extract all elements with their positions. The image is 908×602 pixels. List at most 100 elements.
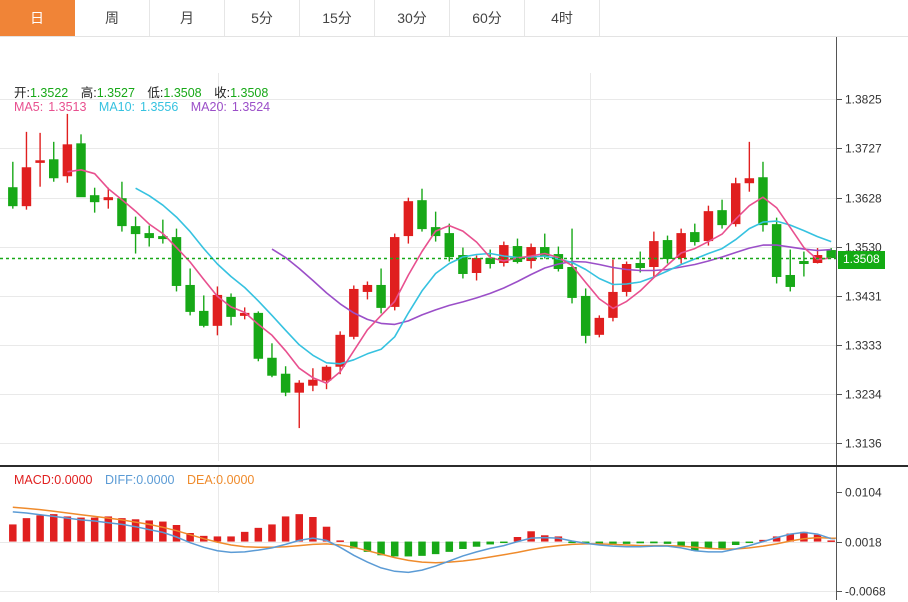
timeframe-tab-2[interactable]: 月	[150, 0, 225, 36]
candle-body	[567, 267, 577, 298]
macd-legend: MACD:0.0000 DIFF:0.0000 DEA:0.0000	[14, 473, 263, 487]
low-value: 1.3508	[163, 86, 202, 100]
macd-bar	[786, 533, 795, 542]
candle-body	[49, 159, 59, 179]
macd-bar	[704, 541, 713, 549]
macd-bar	[159, 521, 167, 542]
candle-body	[744, 178, 755, 184]
macd-bar	[254, 527, 263, 542]
macd-bar	[568, 541, 576, 544]
macd-bar	[404, 541, 413, 557]
candle-body	[512, 246, 523, 263]
macd-bar	[240, 531, 249, 542]
timeframe-tab-4[interactable]: 15分	[300, 0, 375, 36]
macd-bar	[172, 525, 181, 542]
ma-legend: MA5: 1.3513 MA10: 1.3556 MA20: 1.3524	[14, 100, 279, 114]
chart-shell: 1.3825 1.3727 1.3628 1.3530 1.3431 1.3333 1.32…	[0, 37, 908, 600]
macd-bar	[554, 536, 563, 542]
candle-body	[499, 245, 509, 264]
price-chart-panel[interactable]: 1.3825 1.3727 1.3628 1.3530 1.3431 1.3333 1.32…	[0, 37, 908, 465]
tab-bar-filler	[600, 0, 908, 36]
macd-tick-label-0: 0.0104	[845, 486, 882, 500]
macd-bar	[131, 519, 140, 542]
candle-body	[703, 211, 714, 242]
macd-bar	[472, 541, 481, 547]
candle-body	[103, 197, 114, 201]
macd-bar	[268, 524, 276, 542]
macd-bar	[213, 536, 222, 542]
candle-body	[403, 201, 414, 237]
candle-body	[785, 274, 795, 287]
high-label: 高:	[80, 86, 97, 100]
macd-bar	[541, 535, 549, 542]
candle-body	[458, 255, 468, 274]
timeframe-tab-5[interactable]: 30分	[375, 0, 450, 36]
candle-body	[690, 232, 700, 243]
timeframe-tab-3[interactable]: 5分	[225, 0, 300, 36]
macd-bar	[595, 541, 604, 544]
timeframe-tab-bar[interactable]: 日周月 5分 15分 30分 60分 4时	[0, 0, 908, 37]
macd-bar	[377, 541, 385, 556]
candle-body	[389, 237, 400, 307]
candle-body	[580, 295, 591, 336]
macd-bar	[227, 536, 235, 542]
macd-bar	[827, 540, 835, 542]
macd-bar	[527, 531, 535, 542]
price-chart-svg[interactable]: 1.38251.37271.36281.35301.34311.33331.32…	[0, 37, 908, 465]
candle-body	[280, 373, 291, 393]
macd-label: MACD:	[14, 473, 55, 487]
macd-bar	[322, 526, 331, 542]
macd-histogram	[9, 514, 835, 557]
candle-body	[553, 254, 564, 270]
price-tick-label-2: 1.3628	[845, 192, 882, 206]
macd-chart-panel[interactable]: 0.0104 0.0018 -0.0068	[0, 465, 908, 602]
macd-bar	[486, 541, 494, 545]
macd-bar	[36, 515, 44, 542]
timeframe-tab-7[interactable]: 4时	[525, 0, 600, 36]
diff-line	[12, 511, 832, 574]
macd-bar	[9, 524, 17, 542]
macd-bar	[350, 541, 358, 549]
macd-chart-svg[interactable]: 0.0104 0.0018 -0.0068	[0, 467, 908, 600]
candle-body	[35, 160, 45, 163]
macd-bar	[663, 541, 672, 544]
candlestick-series[interactable]	[8, 113, 836, 429]
ma5-label: MA5:	[14, 100, 44, 114]
candle-body	[253, 312, 264, 359]
candle-body	[8, 187, 18, 207]
candle-body	[62, 144, 73, 177]
close-label: 收:	[214, 86, 231, 100]
macd-bar	[500, 541, 508, 544]
candle-body	[730, 183, 741, 225]
price-tick-label-7: 1.3136	[845, 437, 882, 451]
candle-body	[185, 284, 195, 312]
macd-bar	[445, 541, 454, 552]
close-value: 1.3508	[230, 86, 269, 100]
timeframe-tab-0[interactable]: 日	[0, 0, 75, 36]
macd-bar	[104, 516, 113, 542]
open-value: 1.3522	[29, 86, 69, 100]
candle-body	[676, 233, 686, 259]
macd-bar	[77, 517, 85, 542]
high-value: 1.3527	[96, 86, 135, 100]
open-label: 开:	[14, 86, 30, 100]
macd-bar	[390, 541, 399, 557]
price-tick-label-4: 1.3431	[845, 290, 882, 304]
timeframe-tab-6[interactable]: 60分	[450, 0, 525, 36]
candle-body	[485, 258, 495, 265]
dea-line	[12, 506, 832, 564]
macd-value: 0.0000	[54, 473, 93, 487]
price-tick-label-0: 1.3825	[845, 93, 882, 107]
timeframe-tab-1[interactable]: 周	[75, 0, 150, 36]
macd-bar	[718, 541, 726, 550]
candle-body	[294, 382, 304, 393]
macd-bar	[186, 533, 194, 542]
macd-bar	[677, 541, 685, 547]
candle-body	[199, 310, 209, 326]
candle-body	[649, 241, 659, 268]
price-tick-label-5: 1.3333	[845, 339, 882, 353]
candle-body	[621, 264, 632, 292]
dea-label: DEA:	[186, 473, 217, 487]
macd-bar	[49, 514, 58, 542]
price-tick-label-1: 1.3727	[845, 142, 882, 156]
